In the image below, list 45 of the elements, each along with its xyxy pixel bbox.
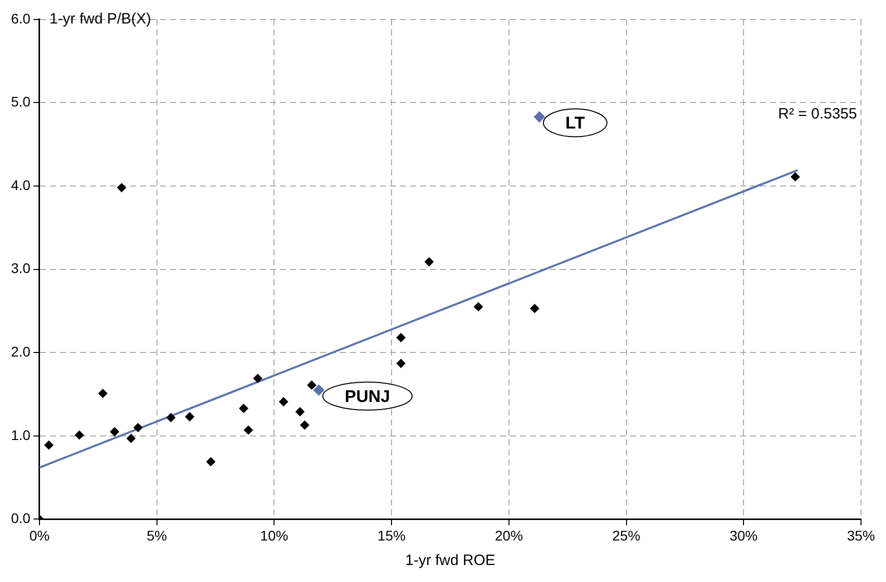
point — [166, 413, 176, 422]
point — [530, 304, 540, 313]
point — [239, 404, 248, 413]
annotation: LT — [565, 114, 586, 133]
x-tick-label: 10% — [260, 527, 288, 544]
y-tick-label: 6.0 — [10, 10, 31, 26]
y-tick-label: 5.0 — [10, 94, 31, 110]
point — [790, 172, 800, 182]
point — [244, 426, 253, 435]
x-axis-title: 1-yr fwd ROE — [405, 552, 496, 570]
point — [307, 380, 316, 390]
annotation: PUNJ — [344, 386, 390, 406]
y-tick-label: 3.0 — [10, 260, 31, 276]
y-tick-label: 2.0 — [10, 343, 31, 360]
y-axis-title: 1-yr fwd P/B(X) — [49, 10, 152, 28]
x-tick-label: 25% — [612, 527, 640, 544]
point — [117, 183, 126, 192]
point — [74, 430, 84, 440]
x-tick-label: 35% — [846, 527, 876, 544]
x-tick-label: 20% — [494, 527, 523, 544]
point — [110, 427, 120, 436]
point — [313, 384, 324, 396]
x-tick-label: 15% — [378, 527, 406, 544]
point — [134, 423, 143, 432]
point — [253, 374, 262, 383]
annotation: R² = 0.5355 — [778, 106, 857, 123]
point — [126, 434, 136, 443]
point — [534, 111, 545, 122]
point — [396, 358, 406, 368]
y-tick-label: 1.0 — [10, 426, 31, 443]
point — [300, 420, 310, 430]
point — [296, 407, 305, 416]
point — [98, 388, 108, 398]
point — [44, 440, 54, 450]
y-tick-label: 0.0 — [10, 510, 31, 526]
x-tick-label: 0% — [29, 527, 50, 544]
point — [206, 457, 216, 466]
point — [279, 397, 288, 406]
x-tick-label: 5% — [146, 527, 167, 544]
point — [185, 412, 194, 422]
point — [396, 333, 406, 342]
y-tick-label: 4.0 — [10, 176, 31, 193]
x-tick-label: 30% — [730, 527, 758, 544]
point — [424, 257, 434, 266]
point — [474, 302, 483, 312]
